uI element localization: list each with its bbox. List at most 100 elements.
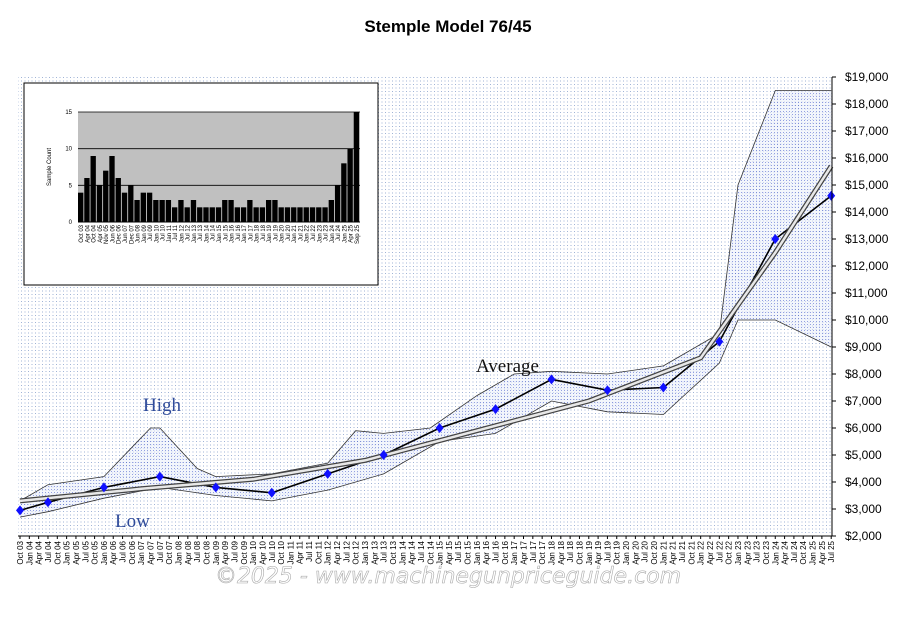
inset-bar — [259, 207, 266, 222]
inset-bar — [215, 207, 222, 222]
x-tick-label: Jan 24 — [771, 540, 780, 565]
chart-title: Stemple Model 76/45 — [364, 17, 531, 36]
data-point — [827, 190, 836, 201]
inset-bar — [190, 200, 197, 222]
x-tick-label: Jan 12 — [324, 540, 333, 565]
inset-x-tick-label: Nov 05 — [104, 224, 110, 244]
inset-bar — [134, 200, 140, 222]
data-point — [99, 482, 108, 493]
inset-bar — [347, 148, 353, 222]
inset-x-tick-label: Jul 22 — [311, 224, 317, 241]
inset-bar — [165, 200, 172, 222]
x-tick-label: Jul 10 — [268, 540, 277, 562]
x-tick-label: Apr 07 — [147, 540, 156, 564]
x-tick-label: Jan 13 — [361, 540, 370, 565]
x-tick-label: Oct 12 — [352, 540, 361, 564]
data-point — [715, 336, 724, 347]
inset-x-tick-label: Jul 21 — [298, 224, 304, 241]
inset-x-tick-label: Jan 16 — [230, 224, 236, 243]
inset-bar — [96, 185, 103, 222]
x-tick-label: Apr 24 — [781, 540, 790, 564]
inset-bar — [121, 192, 128, 222]
x-tick-label: Apr 23 — [743, 540, 752, 564]
inset-x-tick-label: Jan 13 — [192, 224, 198, 243]
x-tick-label: Jul 15 — [454, 540, 463, 562]
y-tick-label: $14,000 — [845, 205, 889, 219]
x-tick-label: Jan 05 — [63, 540, 72, 565]
inset-bar — [240, 207, 247, 222]
x-tick-label: Oct 08 — [202, 540, 211, 564]
x-tick-label: Jul 06 — [119, 540, 128, 562]
inset-x-tick-label: Jan 25 — [342, 224, 348, 243]
inset-x-tick-label: Jul 13 — [198, 224, 204, 241]
inset-x-tick-label: Jul 20 — [286, 224, 292, 241]
inset-bar — [266, 200, 272, 222]
y-tick-label: $19,000 — [845, 70, 889, 84]
inset-bar — [297, 207, 303, 222]
inset-x-tick-label: Jan 11 — [167, 224, 173, 242]
x-tick-label: Jul 25 — [827, 540, 836, 562]
inset-y-tick-label: 10 — [65, 147, 72, 153]
inset-x-tick-label: Jul 15 — [223, 224, 229, 241]
data-point — [435, 423, 444, 433]
x-tick-label: Oct 11 — [314, 540, 323, 564]
x-tick-label: Jan 09 — [212, 540, 221, 565]
x-tick-label: Oct 15 — [464, 540, 473, 564]
data-point — [323, 468, 332, 479]
inset-bar — [322, 207, 328, 222]
inset-x-tick-label: Jul 12 — [186, 224, 192, 241]
x-tick-label: Jul 24 — [790, 540, 799, 562]
data-point — [211, 482, 220, 493]
inset-x-tick-label: Jan 10 — [154, 224, 160, 243]
inset-x-tick-label: Apr 04 — [85, 224, 91, 242]
inset-bar — [153, 200, 159, 222]
inset-x-tick-label: Jul 18 — [261, 224, 267, 241]
inset-bar — [353, 112, 360, 222]
data-point — [155, 471, 164, 482]
inset-bar — [341, 163, 347, 222]
inset-bar — [328, 200, 334, 222]
y-tick-label: $18,000 — [845, 97, 889, 111]
x-tick-label: Apr 12 — [333, 540, 342, 564]
data-point — [547, 374, 556, 385]
x-tick-label: Apr 22 — [706, 540, 715, 564]
inset-x-tick-label: Jun 07 — [123, 224, 129, 243]
x-tick-label: Jul 13 — [380, 540, 389, 562]
y-tick-label: $16,000 — [845, 151, 889, 165]
x-tick-label: Jan 11 — [286, 540, 295, 564]
x-tick-label: Oct 18 — [575, 540, 584, 564]
x-tick-label: Jan 17 — [510, 540, 519, 565]
x-tick-label: Jul 22 — [715, 540, 724, 562]
inset-bar — [316, 207, 322, 222]
x-tick-label: Jul 19 — [603, 540, 612, 562]
inset-bar — [203, 207, 209, 222]
inset-bar — [278, 207, 284, 222]
x-tick-label: Oct 14 — [426, 540, 435, 564]
x-tick-label: Apr 19 — [594, 540, 603, 564]
high-label: High — [143, 395, 182, 416]
inset-bar — [78, 192, 84, 222]
inset-x-tick-label: Jul 09 — [148, 224, 154, 241]
x-tick-label: Jan 23 — [734, 540, 743, 565]
inset-x-tick-label: Jan 12 — [179, 224, 185, 243]
x-tick-label: Oct 09 — [240, 540, 249, 564]
y-tick-label: $6,000 — [845, 421, 882, 435]
x-tick-label: Oct 19 — [613, 540, 622, 564]
x-tick-label: Jan 21 — [659, 540, 668, 565]
inset-x-tick-label: Oct 03 — [79, 224, 85, 242]
inset-x-tick-label: Jan 23 — [317, 224, 323, 243]
y-tick-label: $10,000 — [845, 313, 889, 327]
inset-y-tick-label: 0 — [69, 220, 73, 226]
x-tick-label: Jul 16 — [492, 540, 501, 562]
inset-bar — [209, 207, 215, 222]
inset-x-tick-label: Jun 06 — [110, 224, 116, 243]
inset-bar — [184, 207, 190, 222]
inset-bar — [90, 156, 96, 222]
inset-x-tick-label: Jan 15 — [217, 224, 223, 243]
x-tick-label: Oct 13 — [389, 540, 398, 564]
data-point — [491, 404, 500, 415]
inset-bar — [172, 207, 178, 222]
x-tick-label: Jan 10 — [249, 540, 258, 565]
x-tick-label: Oct 16 — [501, 540, 510, 564]
